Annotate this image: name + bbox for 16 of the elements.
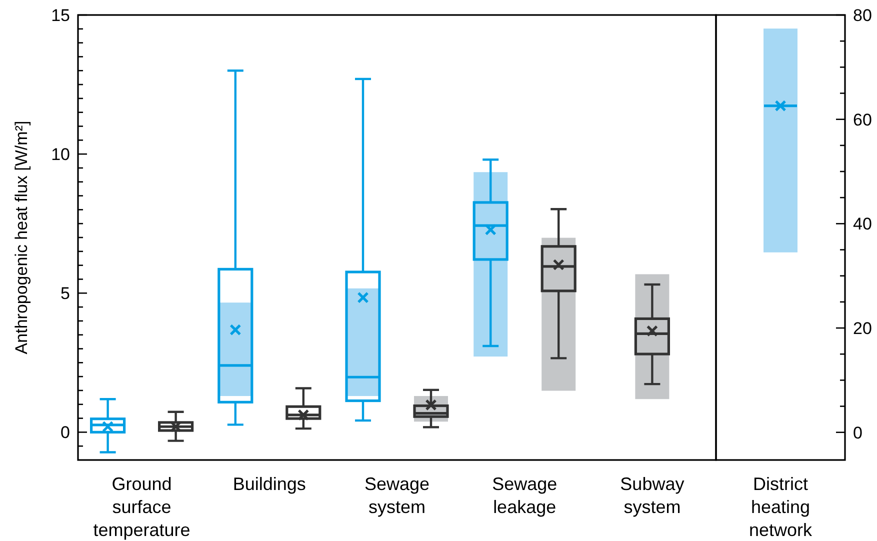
y-tick-label: 15 — [51, 6, 70, 25]
y-tick-label: 5 — [60, 284, 70, 304]
y2-tick-label: 40 — [853, 214, 872, 234]
x-tick-label: Sewage system — [364, 474, 430, 517]
y-tick-label: 0 — [60, 423, 70, 442]
x-tick-label: Buildings — [232, 474, 306, 494]
x-tick-label: District heating network — [748, 474, 814, 540]
y-tick-label: 10 — [51, 145, 70, 164]
y-axis-title: Anthropogenic heat flux [W/m²] — [12, 120, 31, 354]
y2-tick-label: 0 — [853, 423, 862, 442]
x-tick-label: Subway system — [620, 474, 684, 517]
x-tick-label: Ground surface temperature — [93, 474, 190, 540]
x-tick-label: Sewage leakage — [492, 474, 558, 517]
y2-tick-label: 80 — [853, 6, 872, 25]
y2-tick-label: 60 — [853, 110, 872, 130]
y2-tick-label: 20 — [853, 318, 872, 338]
